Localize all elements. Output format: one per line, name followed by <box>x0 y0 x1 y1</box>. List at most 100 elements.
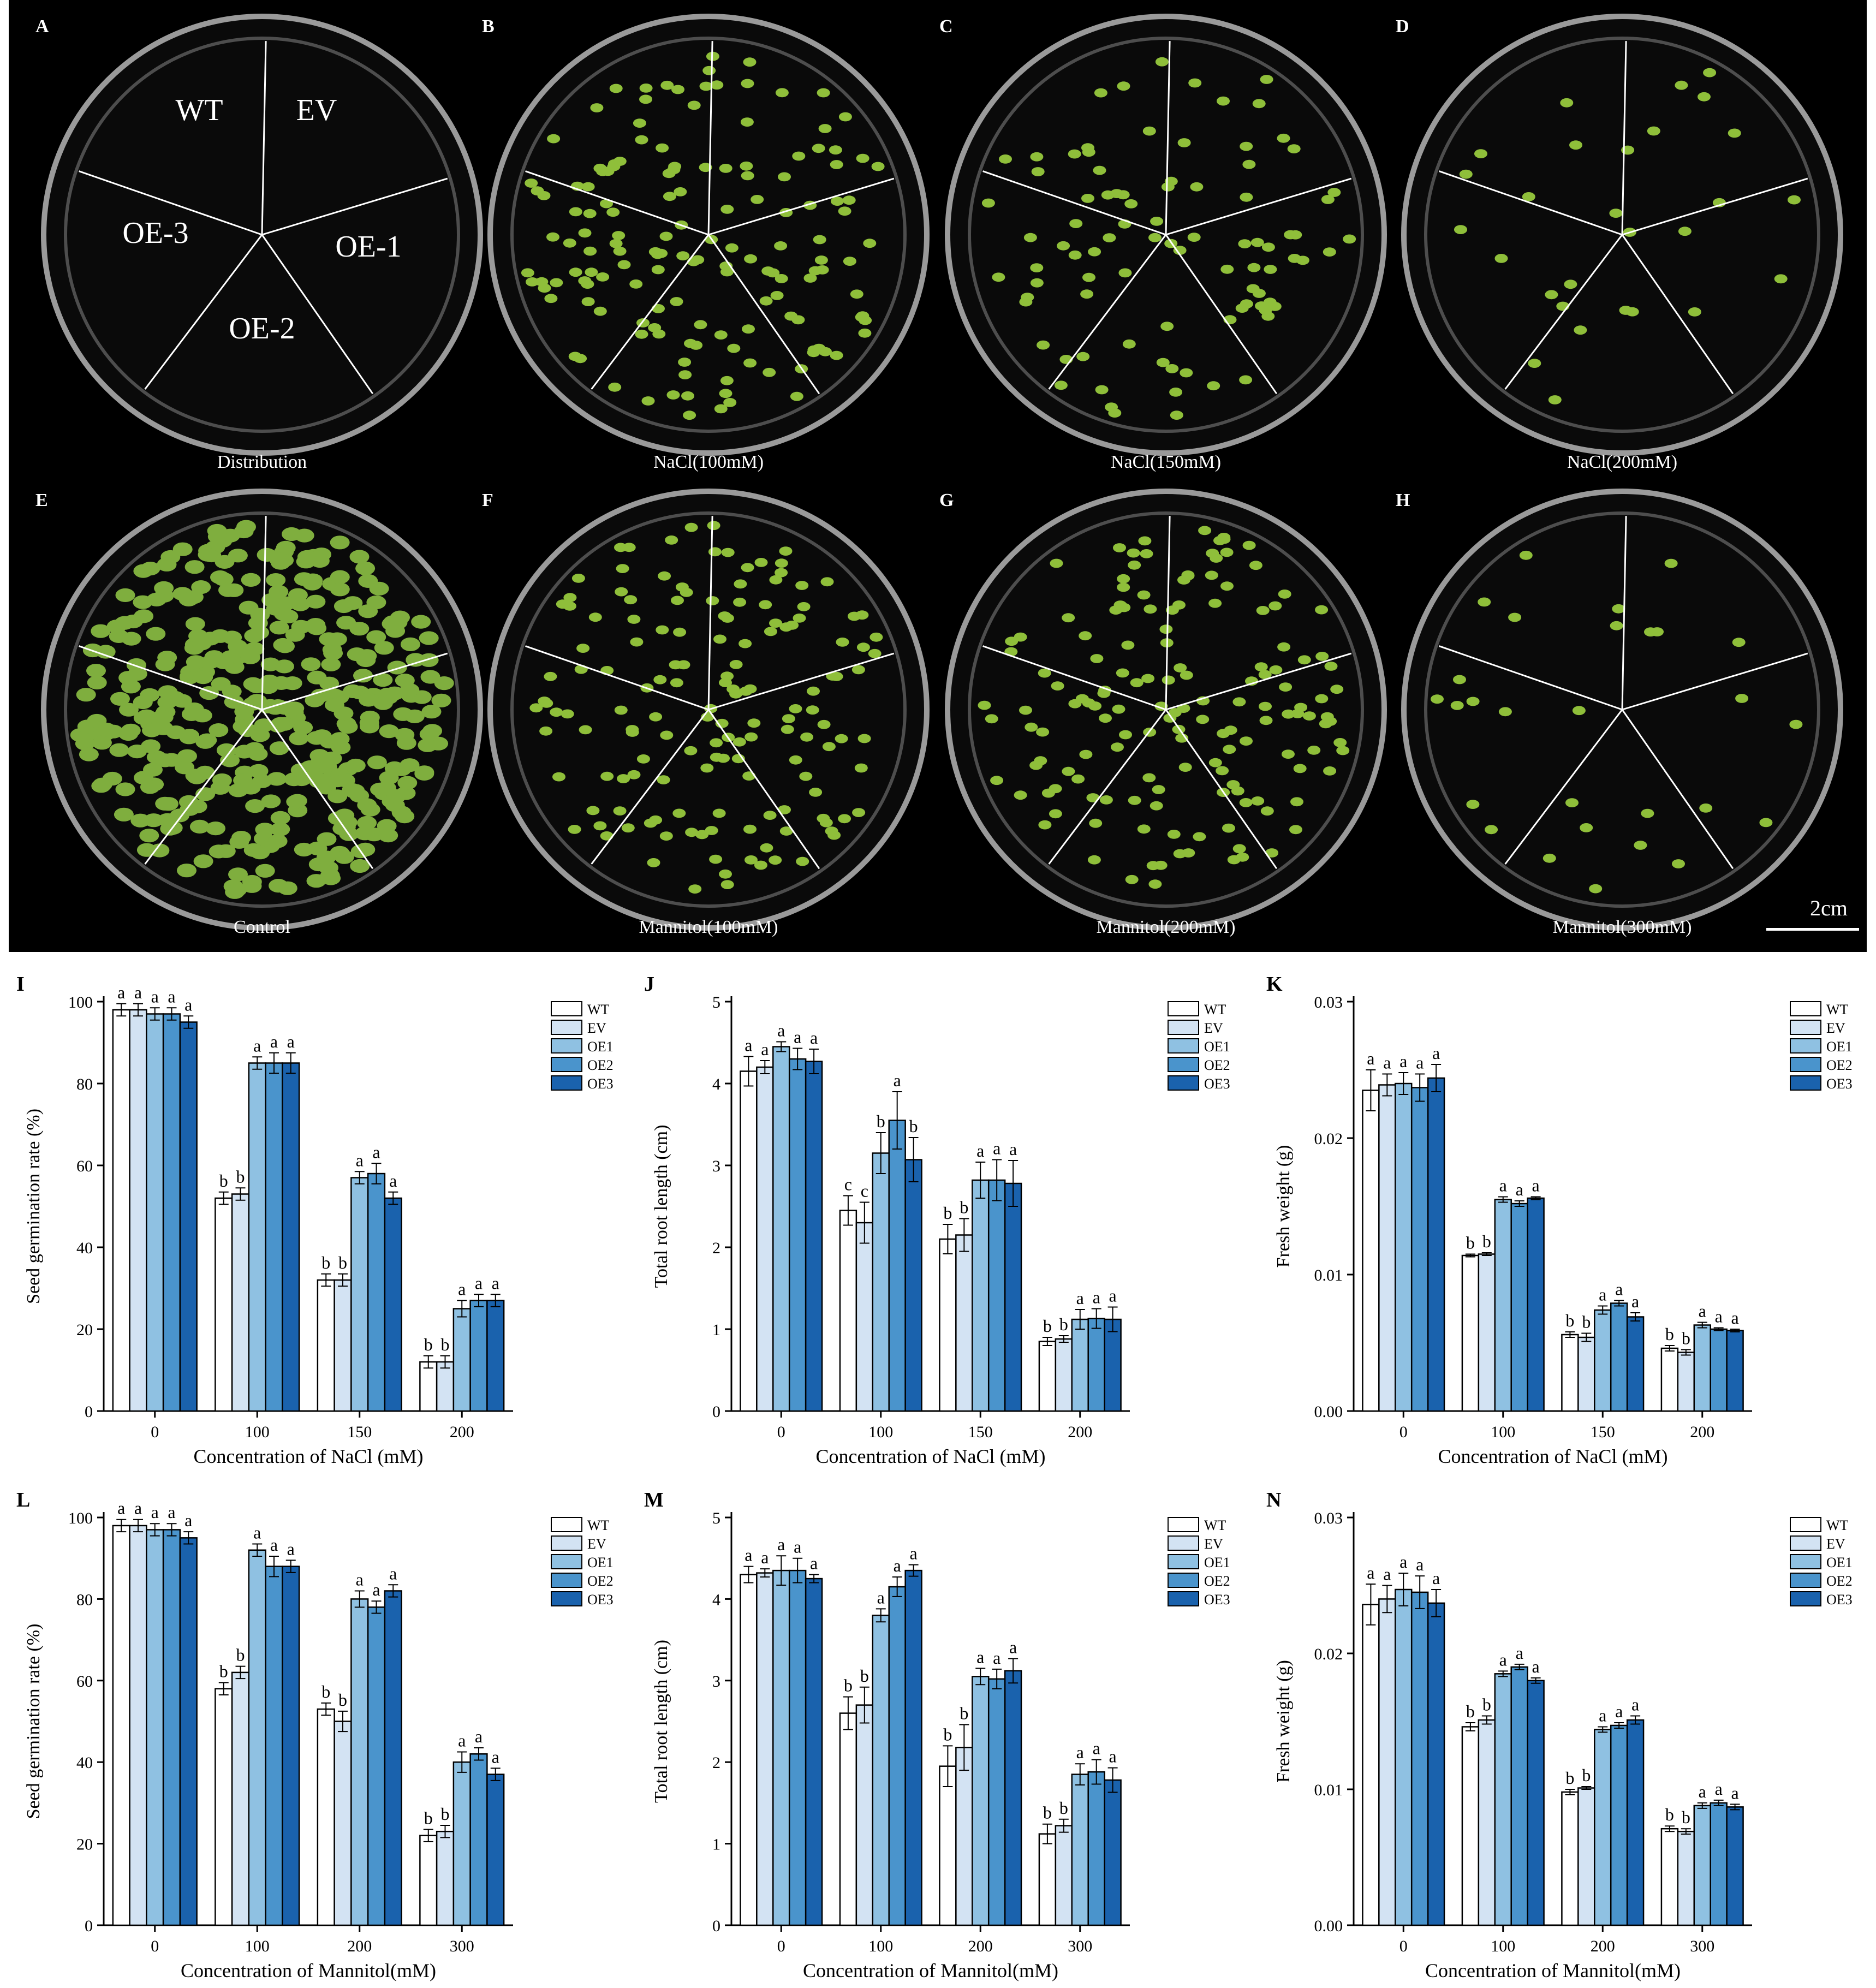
seedling <box>670 678 683 688</box>
y-tick-label: 4 <box>712 1591 720 1609</box>
sector-label: OE-1 <box>335 230 401 264</box>
seedling <box>1698 92 1711 102</box>
significance-label: a <box>1076 1288 1084 1308</box>
seedling <box>1164 176 1178 186</box>
seedling <box>187 799 207 813</box>
seedling <box>276 540 296 555</box>
seedling <box>759 600 772 610</box>
seedling <box>87 675 107 690</box>
seedling <box>248 764 269 778</box>
seedling <box>659 831 673 841</box>
significance-label: a <box>1599 1705 1606 1725</box>
seedling <box>819 818 833 828</box>
significance-label: b <box>1043 1803 1052 1823</box>
plate-caption: Distribution <box>217 452 307 472</box>
seedling <box>346 758 366 773</box>
significance-label: a <box>168 986 175 1006</box>
seedling <box>1036 727 1050 737</box>
sector-divider <box>707 234 820 395</box>
seedling <box>707 521 720 531</box>
seedling <box>1086 793 1100 802</box>
legend-swatch <box>1168 1075 1199 1091</box>
seedling <box>1284 230 1297 240</box>
seedling <box>581 297 595 306</box>
seedling <box>302 576 323 591</box>
bar <box>1071 1318 1089 1412</box>
significance-label: a <box>1699 1782 1706 1801</box>
significance-label: a <box>117 1498 125 1518</box>
seedling <box>608 382 622 392</box>
significance-label: a <box>1615 1701 1623 1721</box>
seedling <box>854 763 868 773</box>
seedling <box>1071 774 1085 784</box>
bar <box>1577 1787 1595 1926</box>
seedling <box>209 723 229 737</box>
significance-label: a <box>1076 1742 1084 1762</box>
seedling <box>158 685 178 699</box>
seedling <box>684 338 697 348</box>
seedling <box>1454 225 1467 234</box>
seedling <box>742 324 755 334</box>
significance-label: b <box>219 1662 228 1681</box>
seedling <box>322 642 342 657</box>
legend-swatch <box>1790 1020 1821 1035</box>
sector-divider <box>144 234 263 390</box>
seedling <box>660 730 674 740</box>
x-tick-label: 0 <box>151 1423 159 1441</box>
seedling <box>1574 325 1587 335</box>
seedling <box>236 520 256 534</box>
significance-label: a <box>168 1502 175 1522</box>
seedling <box>1125 874 1139 884</box>
seedling <box>289 731 309 746</box>
significance-label: b <box>321 1253 330 1272</box>
sector-divider <box>982 170 1166 236</box>
seedling <box>663 192 676 201</box>
seedling <box>185 769 205 783</box>
sector-divider <box>591 709 710 865</box>
seedling <box>613 157 627 166</box>
seedling <box>576 644 590 653</box>
seedling <box>1122 339 1136 349</box>
seedling <box>838 814 851 824</box>
seedling <box>1232 844 1246 854</box>
seedling <box>206 822 225 836</box>
bar <box>1461 1726 1480 1926</box>
significance-label: a <box>389 1171 397 1191</box>
seedling <box>1732 638 1746 647</box>
seedling <box>629 279 643 289</box>
panel-letter: I <box>16 973 25 996</box>
seedling <box>414 765 434 779</box>
seedling <box>140 780 160 794</box>
seedling <box>396 736 416 750</box>
y-tick-label: 0.01 <box>1314 1781 1343 1799</box>
legend-label: OE2 <box>1826 1057 1853 1073</box>
seedling <box>1250 237 1264 247</box>
seedling <box>1315 694 1329 704</box>
seedling <box>102 771 122 786</box>
panel-letter: D <box>1396 16 1409 37</box>
significance-label: a <box>1009 1139 1017 1159</box>
plate-inner-rim <box>510 511 907 908</box>
seedling <box>739 639 752 648</box>
seedling <box>651 249 664 259</box>
seedling <box>588 612 602 622</box>
seedling <box>659 231 673 241</box>
seedling <box>282 527 302 541</box>
seedling <box>569 207 582 217</box>
sector-divider <box>707 516 713 710</box>
seedling <box>1187 233 1201 242</box>
seedling <box>699 163 712 172</box>
bar <box>855 1222 874 1412</box>
significance-label: b <box>960 1703 968 1723</box>
seedling <box>779 546 793 556</box>
bar <box>805 1578 823 1926</box>
seedling <box>751 195 764 204</box>
bar <box>1660 1828 1679 1926</box>
seedling <box>1282 709 1295 719</box>
seedling <box>333 599 354 614</box>
significance-label: b <box>960 1198 968 1217</box>
bar <box>855 1704 874 1926</box>
seedling <box>583 209 597 218</box>
seedling <box>1023 233 1037 242</box>
legend-swatch <box>1790 1573 1821 1588</box>
